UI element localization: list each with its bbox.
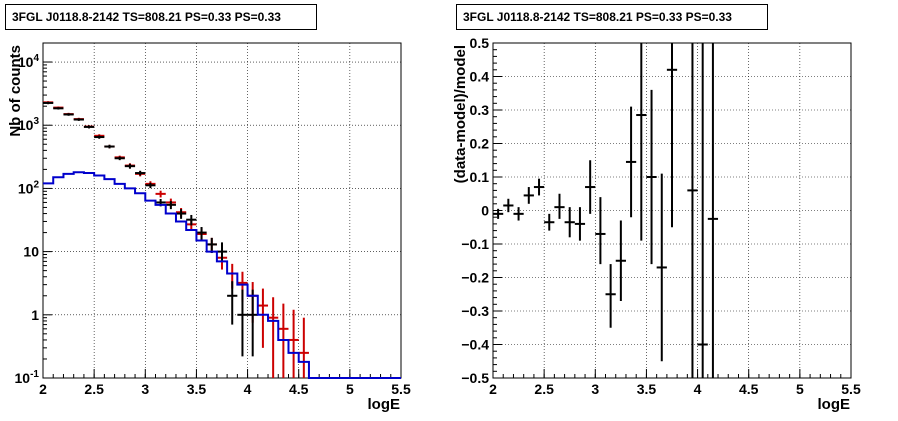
x-tick-label: 4.5 — [739, 381, 759, 397]
y-tick-label: 0.5 — [470, 35, 490, 51]
x-tick-label: 2 — [39, 381, 47, 397]
y-tick-label: −0.1 — [461, 236, 489, 252]
model-step-line — [43, 171, 401, 379]
x-tick-label: 5 — [796, 381, 804, 397]
y-tick-label: 0.4 — [470, 69, 490, 85]
y-tick-label: 0.3 — [470, 102, 490, 118]
y-tick-label: −0.5 — [461, 370, 489, 386]
x-axis-label: logE — [368, 396, 401, 413]
y-tick-label: 104 — [18, 53, 40, 70]
y-tick-label: −0.2 — [461, 270, 489, 286]
x-tick-label: 2 — [489, 381, 497, 397]
series-0 — [493, 43, 719, 378]
y-tick-label: −0.4 — [461, 337, 489, 353]
x-tick-label: 3 — [591, 381, 599, 397]
x-tick-label: 2.5 — [534, 381, 554, 397]
y-tick-label: 0.1 — [470, 169, 490, 185]
x-tick-label: 4 — [694, 381, 702, 397]
y-axis-label: Nb of counts — [7, 45, 24, 137]
series-2 — [43, 171, 401, 379]
y-tick-label: 102 — [18, 179, 40, 196]
x-tick-label: 5 — [346, 381, 354, 397]
y-tick-label: 0 — [481, 203, 489, 219]
plot-frame — [42, 42, 402, 379]
x-tick-label: 4 — [244, 381, 252, 397]
series-1 — [43, 101, 258, 357]
series-0 — [43, 101, 309, 378]
x-tick-label: 2.5 — [84, 381, 104, 397]
x-tick-label: 4.5 — [289, 381, 309, 397]
right-chart-title: 3FGL J0118.8-2142 TS=808.21 PS=0.33 PS=0… — [456, 4, 768, 30]
x-tick-label: 5.5 — [841, 381, 861, 397]
y-tick-label: 10 — [23, 244, 39, 260]
left-chart-title: 3FGL J0118.8-2142 TS=808.21 PS=0.33 PS=0… — [5, 4, 317, 30]
y-tick-label: 1 — [31, 307, 39, 323]
y-tick-label: −0.3 — [461, 303, 489, 319]
x-tick-label: 5.5 — [391, 381, 411, 397]
y-tick-label: 0.2 — [470, 136, 490, 152]
y-tick-label: 10-1 — [15, 369, 40, 386]
x-tick-label: 3.5 — [187, 381, 207, 397]
residuals-chart: 2 2.5 3 3.5 4 4.5 5 5.5 −0.5 −0.4 −0.3 −0.2 −0.1 0 0.1… — [452, 35, 861, 413]
y-axis-label: (data-model)/model — [452, 45, 469, 183]
x-tick-label: 3 — [141, 381, 149, 397]
counts-chart: 2 2.5 3 3.5 4 4.5 5 5.5 10-1 1 10 102 103 104 logE Nb o… — [7, 42, 411, 413]
y-tick-label: 103 — [18, 116, 40, 133]
x-axis-label: logE — [818, 396, 851, 413]
x-tick-label: 3.5 — [637, 381, 657, 397]
